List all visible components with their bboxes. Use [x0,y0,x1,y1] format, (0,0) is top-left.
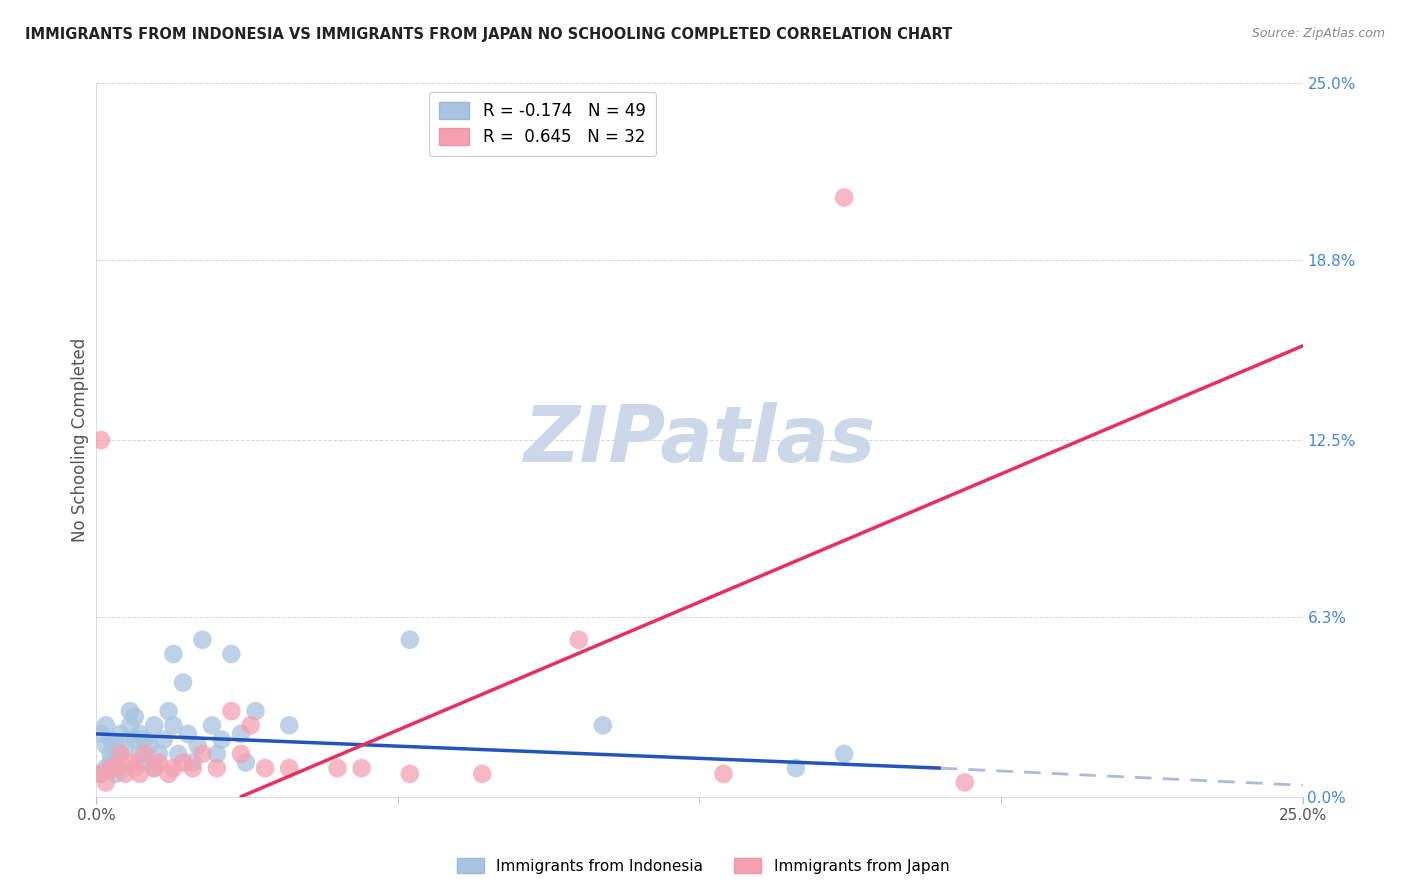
Point [162,647,184,661]
Point [399,767,422,781]
Point [128,747,150,761]
Point [254,761,277,775]
Point [118,756,141,770]
Point [104,767,127,781]
Point [128,767,150,781]
Point [90,433,112,447]
Point [229,727,252,741]
Point [278,718,301,732]
Point [110,727,132,741]
Point [114,739,136,753]
Point [148,747,170,761]
Point [162,761,184,775]
Point [278,761,301,775]
Point [326,761,349,775]
Point [235,756,257,770]
Text: Source: ZipAtlas.com: Source: ZipAtlas.com [1251,27,1385,40]
Point [350,761,373,775]
Point [94,739,117,753]
Point [568,632,591,647]
Point [221,704,243,718]
Point [157,767,180,781]
Point [100,756,122,770]
Point [167,747,190,761]
Point [181,756,204,770]
Point [713,767,735,781]
Point [471,767,494,781]
Point [832,190,855,204]
Point [90,727,112,741]
Text: IMMIGRANTS FROM INDONESIA VS IMMIGRANTS FROM JAPAN NO SCHOOLING COMPLETED CORREL: IMMIGRANTS FROM INDONESIA VS IMMIGRANTS … [25,27,952,42]
Point [143,761,166,775]
Point [138,739,160,753]
Point [114,761,136,775]
Point [128,727,150,741]
Point [134,756,156,770]
Point [100,747,122,761]
Point [172,675,194,690]
Point [118,704,141,718]
Point [94,775,117,789]
Point [953,775,976,789]
Point [592,718,614,732]
Point [162,718,184,732]
Point [191,632,214,647]
Point [245,704,267,718]
Point [118,718,141,732]
Point [104,739,127,753]
Point [100,732,122,747]
Point [143,761,166,775]
Point [90,767,112,781]
Point [152,732,174,747]
Point [157,704,180,718]
Point [191,747,214,761]
Point [832,747,855,761]
Point [94,761,117,775]
Point [785,761,807,775]
Point [104,756,127,770]
Text: ZIPatlas: ZIPatlas [523,402,876,478]
Point [124,761,146,775]
Point [124,710,146,724]
Point [134,732,156,747]
Point [110,747,132,761]
Point [172,756,194,770]
Point [181,761,204,775]
Point [110,747,132,761]
Point [114,767,136,781]
Point [134,747,156,761]
Point [205,747,228,761]
Point [399,632,422,647]
Point [205,761,228,775]
Legend: Immigrants from Indonesia, Immigrants from Japan: Immigrants from Indonesia, Immigrants fr… [450,852,956,880]
Point [94,718,117,732]
Point [124,732,146,747]
Point [239,718,262,732]
Legend: R = -0.174   N = 49, R =  0.645   N = 32: R = -0.174 N = 49, R = 0.645 N = 32 [429,92,655,156]
Point [211,732,233,747]
Point [201,718,224,732]
Point [104,761,127,775]
Point [90,767,112,781]
Point [221,647,243,661]
Point [177,727,200,741]
Y-axis label: No Schooling Completed: No Schooling Completed [72,338,89,542]
Point [187,739,209,753]
Point [143,718,166,732]
Point [148,756,170,770]
Point [100,761,122,775]
Point [229,747,252,761]
